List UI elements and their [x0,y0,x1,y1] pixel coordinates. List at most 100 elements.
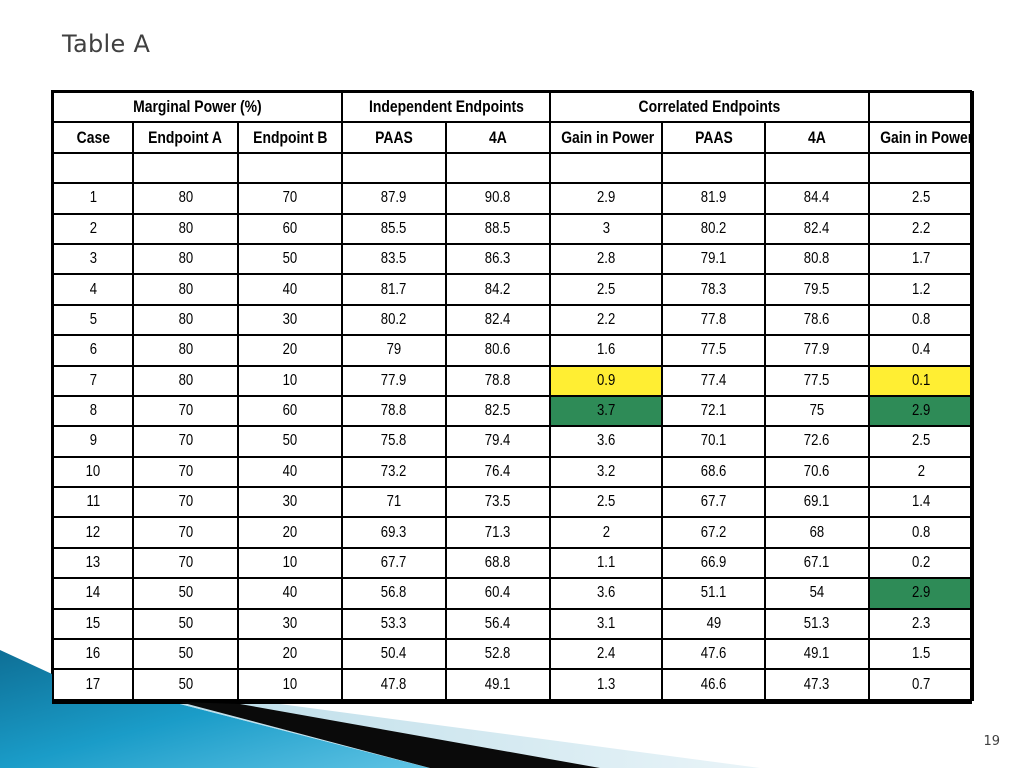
table-cell-value: 3.7 [596,402,616,420]
table-cell: 15 [52,607,134,641]
table-row: 8 70 60 78.8 82.5 3.7 72.1 75 2.9 [52,394,975,428]
table-cell-value: 80 [178,341,193,359]
table-cell-value: 60 [282,219,298,237]
table-cell: 51.3 [764,607,871,641]
table-cell-value: 1.3 [596,675,616,693]
table-cell-value: 3.6 [596,432,616,450]
table-cell: 2 [549,516,664,549]
column-header-label: Endpoint A [148,127,223,147]
table-cell-value: 6 [89,341,97,359]
table-cell: 3.6 [549,425,664,458]
table-cell: 2.9 [868,394,975,428]
table-cell: 49.1 [764,638,871,671]
table-cell: 68.6 [661,455,767,489]
table-row: 12 70 20 69.3 71.3 2 67.2 68 0.8 [52,516,975,549]
table-row: 7 80 10 77.9 78.8 0.9 77.4 77.5 0.1 [52,364,975,397]
table-cell-value: 2.2 [596,310,616,328]
table-cell: 17 [52,668,134,701]
table-cell-value: 0.4 [911,341,931,359]
table-cell: 30 [237,607,343,641]
table-cell-value: 78.3 [700,280,727,298]
table-cell-value: 56.4 [485,614,511,632]
table-cell-value: 70 [178,493,193,511]
table-cell: 69.1 [764,486,871,519]
column-header-row: Case Endpoint A Endpoint B PAAS 4A Gain in Po… [52,121,975,154]
table-cell: 78.8 [444,364,552,397]
table-cell-value: 46.6 [700,675,727,693]
table-cell-value: 10 [282,675,298,693]
table-cell-value: 70 [178,432,193,450]
table-cell: 3 [52,242,134,276]
table-cell-value: 72.1 [700,402,727,420]
table-cell: 3.6 [549,577,664,610]
table-cell: 12 [52,516,134,549]
table-cell: 2.2 [868,212,975,245]
table-cell: 2.5 [549,486,664,519]
table-cell-value: 14 [85,584,101,602]
table-cell-value: 84.2 [485,280,511,298]
table-cell: 71 [341,486,447,519]
table-cell-value: 50 [178,645,193,663]
table-cell: 68 [764,516,871,549]
column-header-label: Gain in Power [880,127,974,147]
table-cell: 77.5 [661,334,767,367]
table-cell-value: 80 [178,280,193,298]
table-cell-value: 3.1 [596,614,616,632]
table-cell-value: 80.6 [485,341,511,359]
table-row: 11 70 30 71 73.5 2.5 67.7 69.1 1.4 [52,486,975,519]
table-cell-value: 2.5 [911,189,931,207]
table-cell-value: 1.2 [911,280,931,298]
table-cell: 2.8 [549,242,664,276]
table-cell: 3.1 [549,607,664,641]
table-cell: 6 [52,334,134,367]
column-header-label: PAAS [375,127,413,147]
table-cell: 0.1 [868,364,975,397]
group-header-row: Marginal Power (%) Independent Endpoints… [52,90,975,124]
table-cell-value: 2.4 [596,645,616,663]
table-cell-value: 70 [178,523,193,541]
table-cell: 50 [132,668,239,701]
table-cell-value: 79.4 [485,432,511,450]
table-cell-value: 0.7 [911,675,931,693]
table-cell: 2.5 [868,182,975,215]
table-cell-value: 10 [282,371,298,389]
table-row: 10 70 40 73.2 76.4 3.2 68.6 70.6 2 [52,455,975,489]
table-cell-value: 2 [917,462,925,480]
column-header-label: PAAS [694,127,733,147]
table-cell-value: 75.8 [381,432,407,450]
column-header: Gain in Power [549,121,664,154]
table-cell-value: 2.9 [596,189,616,207]
column-header-label: 4A [489,127,507,147]
table-cell-value: 67.7 [700,493,727,511]
table-cell-value: 50 [282,250,298,268]
table-cell-value: 47.3 [804,675,830,693]
column-header-label: 4A [808,127,826,147]
table-row: 9 70 50 75.8 79.4 3.6 70.1 72.6 2.5 [52,425,975,458]
table-cell: 46.6 [661,668,767,701]
table-cell: 71.3 [444,516,552,549]
table-cell: 80 [132,242,239,276]
table-cell-value: 67.1 [804,554,830,572]
table-cell-value: 0.2 [911,554,931,572]
column-header: PAAS [661,121,767,154]
table-cell: 67.7 [661,486,767,519]
group-header-label: Marginal Power (%) [133,97,262,117]
table-cell: 3.2 [549,455,664,489]
table-cell-value: 50 [178,675,193,693]
table-cell: 72.1 [661,394,767,428]
table-cell: 1.1 [549,546,664,580]
table-cell: 20 [237,638,343,671]
table-cell: 76.4 [444,455,552,489]
table-cell-value: 50 [178,614,193,632]
table-cell: 16 [52,638,134,671]
table-cell: 51.1 [661,577,767,610]
empty-row [52,151,975,185]
table-cell: 90.8 [444,182,552,215]
table-cell-value: 0.8 [911,523,931,541]
table-cell-value: 75 [809,402,825,420]
table-cell-value: 51.1 [700,584,727,602]
table-cell: 2 [52,212,134,245]
table-cell-value: 52.8 [485,645,511,663]
table-cell: 2.2 [549,303,664,337]
table-cell-value: 20 [282,341,298,359]
